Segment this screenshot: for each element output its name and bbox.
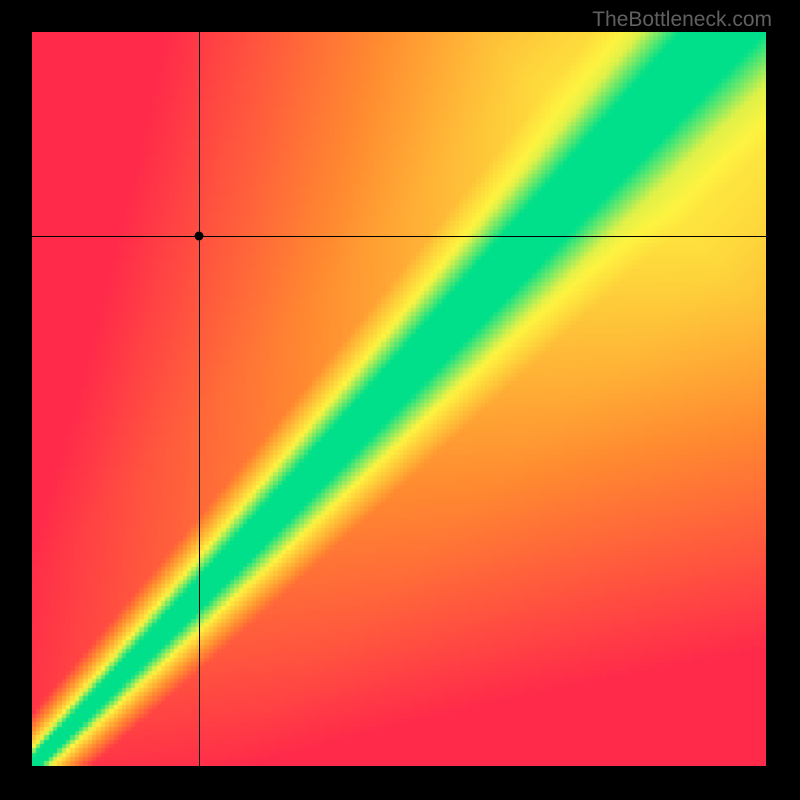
crosshair-vertical	[199, 32, 200, 766]
heatmap-canvas	[32, 32, 766, 766]
crosshair-horizontal	[32, 236, 766, 237]
attribution-text: TheBottleneck.com	[592, 8, 772, 32]
crosshair-marker	[195, 232, 204, 241]
chart-container: TheBottleneck.com	[0, 0, 800, 800]
heatmap-area	[32, 32, 766, 766]
